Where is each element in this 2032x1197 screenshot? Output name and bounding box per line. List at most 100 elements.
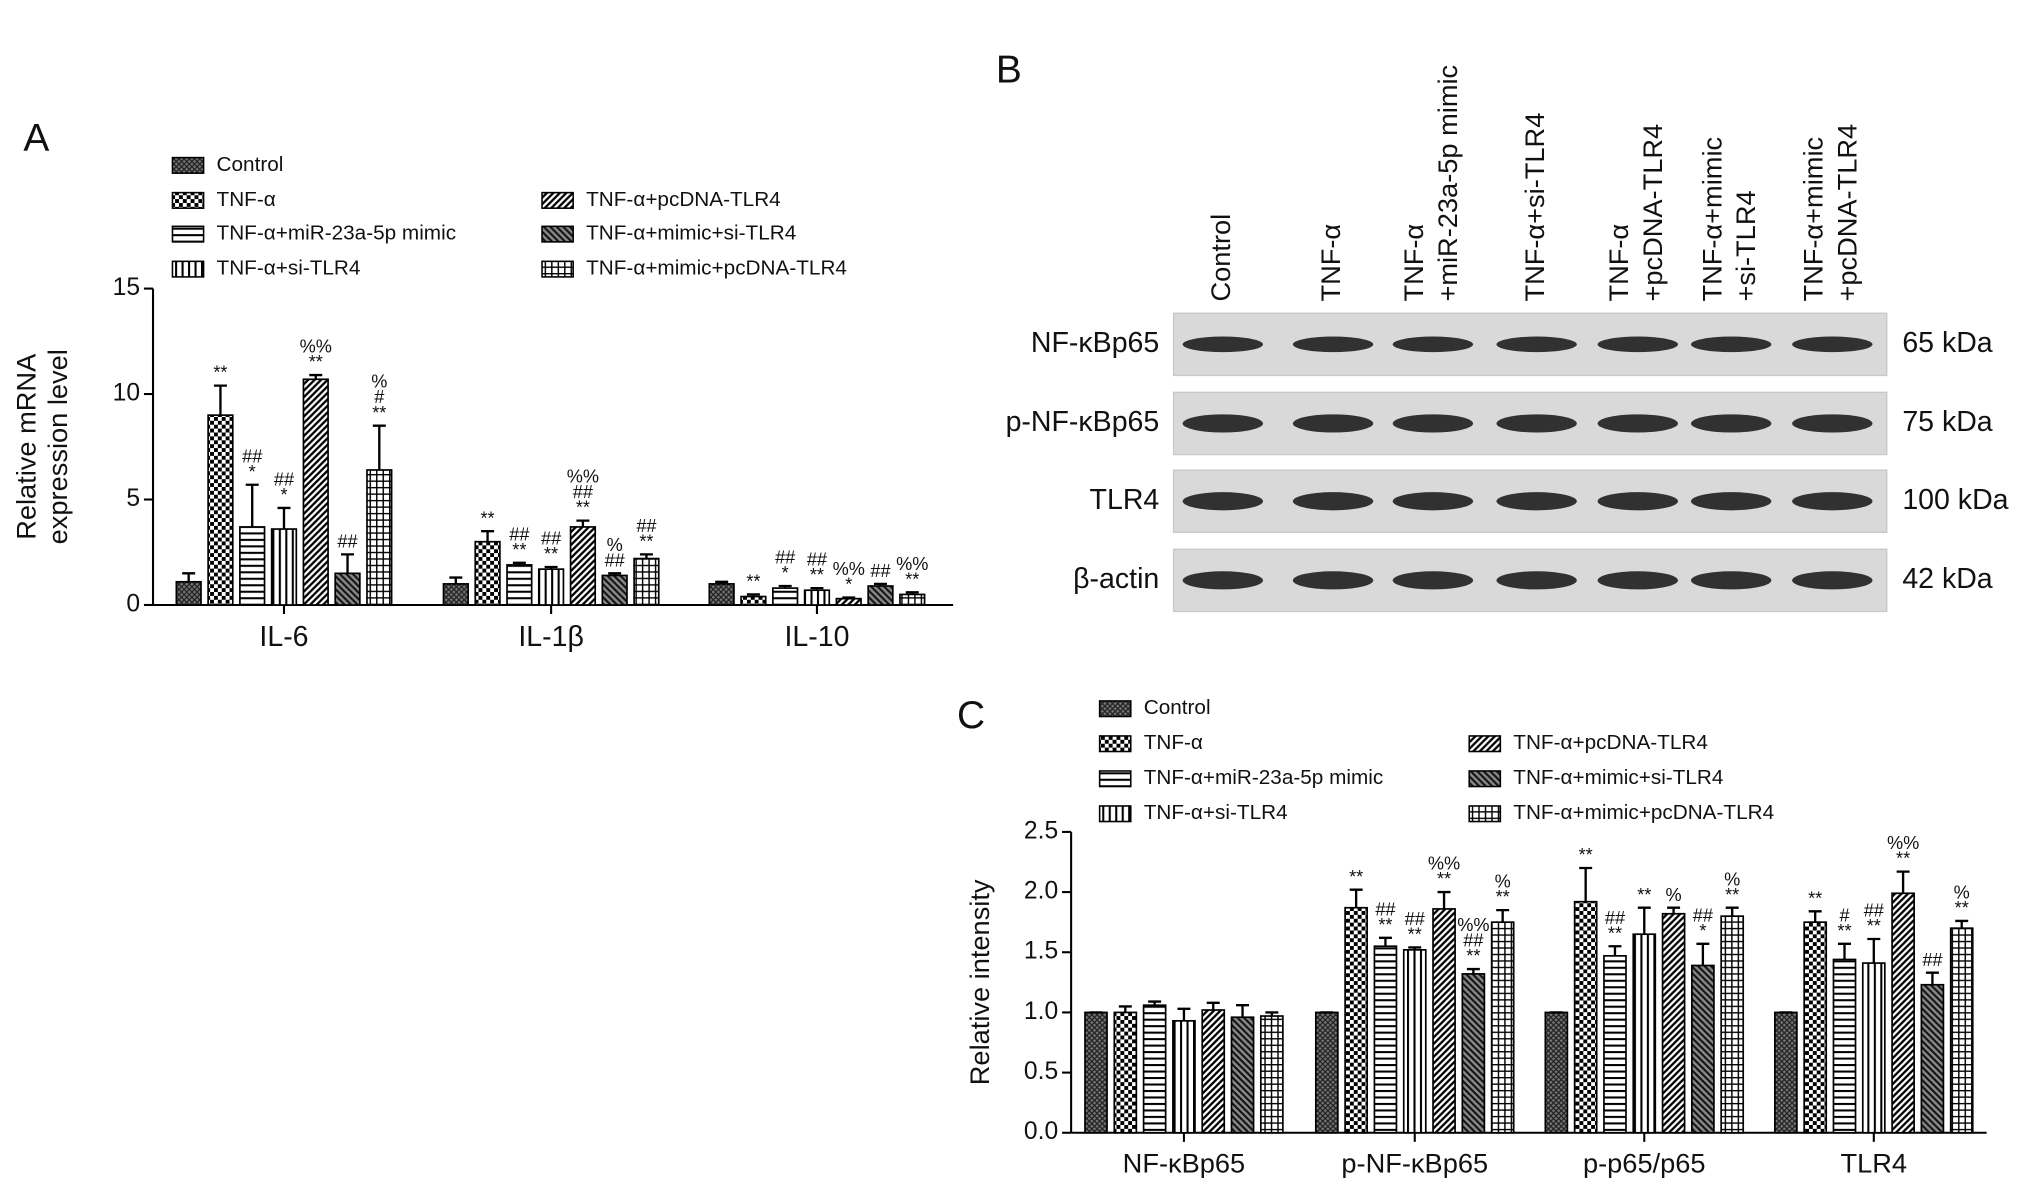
blot-band [1496, 336, 1577, 353]
panel-label: B [996, 48, 1022, 91]
significance-mark: %% [1887, 833, 1919, 853]
significance-mark: %% [833, 559, 865, 579]
legend-label: TNF-α+si-TLR4 [1144, 801, 1288, 824]
significance-mark: * [249, 462, 256, 482]
significance-mark: % [371, 372, 387, 392]
error-bar [1867, 937, 1881, 964]
panel-label: A [23, 117, 49, 160]
error-bar [1725, 906, 1739, 917]
significance-mark: ** [512, 540, 526, 560]
bar [1861, 962, 1886, 1134]
lane-label: TNF-α [1603, 224, 1634, 302]
bar [1344, 906, 1369, 1134]
y-axis-label: Relative mRNA [11, 353, 42, 540]
blot-band [1597, 414, 1678, 433]
bar [175, 580, 202, 606]
bar [1402, 949, 1427, 1134]
legend-swatch [1468, 805, 1502, 823]
lane-label: TNF-α+mimic [1696, 137, 1727, 302]
error-bar [1838, 942, 1851, 960]
lane-label: Control [1205, 214, 1236, 302]
error-bar [1349, 888, 1363, 908]
error-bar [1466, 967, 1480, 974]
blot-band [1690, 414, 1772, 433]
significance-mark: ## [1922, 950, 1942, 970]
legend-label: TNF-α+miR-23a-5p mimic [1144, 766, 1384, 789]
bar [366, 469, 393, 606]
bar [835, 597, 862, 606]
error-bar [1118, 1005, 1132, 1013]
legend-label: TNF-α+mimic+pcDNA-TLR4 [586, 257, 847, 280]
bar [899, 593, 926, 606]
bar [601, 574, 628, 606]
significance-mark: ## [870, 561, 890, 581]
x-tick-label: IL-10 [784, 621, 849, 653]
legend-label: Control [217, 153, 284, 176]
error-bar [1579, 866, 1593, 902]
bar [1832, 958, 1857, 1134]
legend-label: Control [1144, 696, 1211, 719]
size-label: 65 kDa [1902, 327, 1992, 359]
legend-label: TNF-α+pcDNA-TLR4 [1513, 731, 1708, 754]
protein-label: TLR4 [1090, 484, 1160, 516]
error-bar [1177, 1007, 1191, 1021]
significance-mark: ** [1608, 923, 1622, 943]
error-bar [1696, 942, 1710, 966]
error-bar [341, 553, 355, 574]
legend-label: TNF-α+mimic+si-TLR4 [586, 222, 796, 245]
lane-label: +pcDNA-TLR4 [1831, 124, 1862, 302]
bar [1113, 1011, 1138, 1134]
error-bar [1808, 910, 1822, 923]
legend-label: TNF-α+mimic+pcDNA-TLR4 [1513, 801, 1774, 824]
bar [442, 583, 469, 606]
bar [1603, 955, 1627, 1134]
blot-band [1292, 492, 1374, 511]
bar [633, 557, 660, 606]
significance-mark: ** [905, 569, 919, 589]
error-bar [746, 593, 760, 597]
bar [1774, 1011, 1798, 1134]
legend-swatch [171, 156, 205, 174]
y-tick-label: 2.0 [1024, 878, 1058, 905]
legend-swatch [1098, 700, 1132, 718]
error-bar [512, 561, 526, 565]
blot-band [1496, 492, 1577, 511]
significance-mark: ** [1579, 845, 1593, 865]
legend-swatch [541, 191, 574, 209]
significance-mark: ** [1466, 946, 1480, 966]
legend-label: TNF-α+si-TLR4 [217, 257, 361, 280]
legend-label: TNF-α+mimic+si-TLR4 [1513, 766, 1723, 789]
bar [1432, 908, 1456, 1134]
significance-mark: ** [213, 363, 227, 383]
legend-swatch [1468, 770, 1502, 788]
significance-mark: ** [1496, 887, 1510, 907]
significance-mark: * [1699, 921, 1706, 941]
significance-mark: * [782, 563, 789, 583]
bar [1891, 892, 1915, 1134]
significance-mark: ## [573, 482, 593, 502]
bar [207, 414, 234, 606]
significance-mark: %% [300, 337, 332, 357]
bar [1661, 912, 1686, 1134]
y-axis-label: expression level [42, 349, 73, 544]
bar [270, 528, 298, 606]
legend-swatch [1098, 735, 1132, 753]
significance-mark: ## [1864, 901, 1884, 921]
significance-mark: ## [1463, 931, 1483, 951]
blot-band [1597, 571, 1678, 590]
blot-band [1690, 571, 1772, 590]
bar [1373, 945, 1398, 1134]
significance-mark: ## [636, 516, 656, 536]
lane-label: TNF-α [1315, 224, 1346, 302]
significance-mark: ## [541, 529, 561, 549]
error-bar [544, 565, 558, 570]
size-label: 42 kDa [1902, 563, 1992, 595]
significance-mark: ## [1693, 905, 1713, 925]
significance-mark: ** [1725, 885, 1739, 905]
bar [239, 526, 266, 606]
blot-band [1690, 492, 1772, 511]
bar [803, 589, 831, 606]
blot-band [1182, 336, 1264, 353]
significance-mark: ** [1408, 925, 1422, 945]
blot-band [1392, 414, 1474, 433]
